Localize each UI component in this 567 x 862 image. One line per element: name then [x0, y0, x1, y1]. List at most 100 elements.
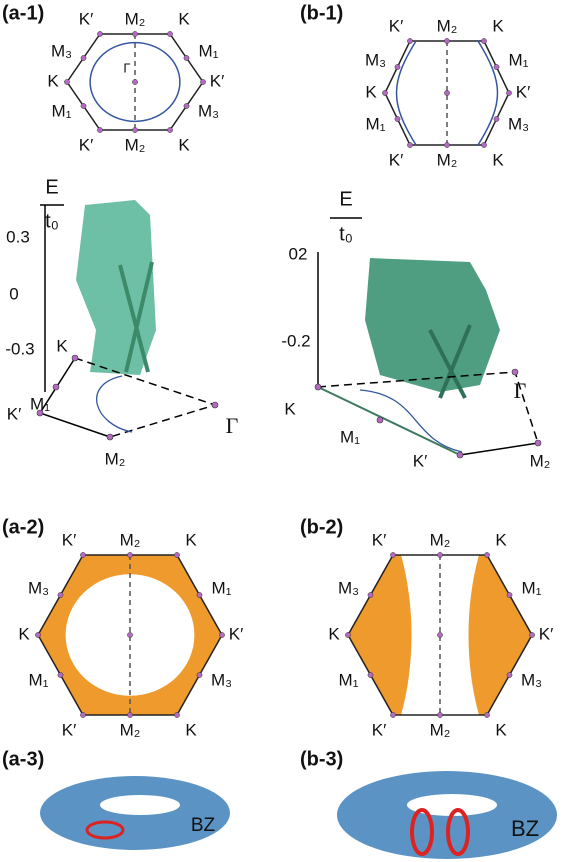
fermi-curve — [360, 390, 462, 452]
point — [437, 552, 442, 557]
bz-point-label: M₁ — [52, 101, 72, 120]
bz-point-label: M₁ — [522, 578, 542, 597]
point — [444, 38, 449, 43]
bz-point-label: M₃ — [28, 578, 49, 597]
point — [53, 384, 59, 390]
bz-point-label: K — [178, 135, 190, 154]
bz-point-label: M₁ — [29, 670, 49, 689]
point — [167, 127, 172, 132]
point — [72, 355, 78, 361]
point — [184, 103, 189, 108]
point — [512, 369, 518, 375]
point — [494, 64, 499, 69]
point — [494, 116, 499, 121]
point — [80, 712, 85, 717]
tick-label: -0.2 — [281, 331, 310, 350]
point — [507, 672, 512, 677]
point — [107, 434, 113, 440]
axis-label: E — [45, 176, 58, 198]
point — [80, 552, 85, 557]
panel-label: (b-2) — [300, 516, 343, 538]
point — [81, 103, 86, 108]
point — [64, 79, 69, 84]
point — [484, 552, 489, 557]
fermi-curve — [97, 376, 132, 432]
panel-label: (a-1) — [2, 2, 44, 24]
axis-label: t₀ — [45, 210, 59, 232]
point-label: K′ — [7, 404, 22, 423]
bz-point-label: K — [185, 720, 197, 739]
bz-point-label: K — [185, 530, 197, 549]
bz-label: BZ — [511, 816, 539, 841]
point — [407, 142, 412, 147]
bz-point-label: M₁ — [339, 670, 359, 689]
torus-a — [40, 776, 230, 850]
bz-point-label: K — [495, 530, 507, 549]
bz-point-label: K′ — [62, 720, 77, 739]
fermi-curve — [478, 41, 498, 145]
point — [437, 632, 442, 637]
point — [81, 55, 86, 60]
point — [167, 31, 172, 36]
bz-point-label: M₃ — [198, 101, 219, 120]
bz-point-label: M₂ — [120, 720, 141, 739]
point — [219, 632, 224, 637]
bz-point-label: M₁ — [366, 114, 386, 133]
point — [132, 127, 137, 132]
point — [174, 552, 179, 557]
point — [390, 552, 395, 557]
point — [35, 632, 40, 637]
band-plot-a — [37, 200, 218, 440]
bz-point-label: M₃ — [521, 670, 542, 689]
tick-label: -0.3 — [5, 339, 34, 358]
axis-label: E — [339, 188, 352, 210]
panel-label: (a-3) — [2, 748, 44, 770]
panel-label: (a-2) — [2, 516, 44, 538]
bz-point-label: K′ — [389, 150, 404, 169]
point — [58, 592, 63, 597]
point — [58, 672, 63, 677]
bz-point-label: K′ — [229, 624, 244, 643]
point — [444, 142, 449, 147]
point — [184, 55, 189, 60]
bz-point-label: K — [178, 9, 190, 28]
point — [390, 712, 395, 717]
bz-point-label: K — [18, 624, 30, 643]
point — [529, 632, 534, 637]
point — [200, 79, 205, 84]
bz-point-label: M₂ — [125, 135, 146, 154]
point — [437, 712, 442, 717]
point-label: K — [284, 399, 296, 418]
bz-point-label: M₃ — [51, 41, 72, 60]
point — [395, 116, 400, 121]
bz-point-label: M₁ — [212, 578, 232, 597]
point — [507, 592, 512, 597]
point-label: K′ — [413, 451, 428, 470]
bz-point-label: K — [495, 720, 507, 739]
point — [395, 64, 400, 69]
point — [377, 417, 383, 423]
bz-point-label: M₂ — [430, 720, 451, 739]
point — [382, 90, 387, 95]
bz-point-label: M₂ — [437, 150, 458, 169]
bz-point-label: K′ — [372, 530, 387, 549]
point — [197, 672, 202, 677]
bz-point-label: K′ — [210, 71, 225, 90]
point — [127, 552, 132, 557]
point — [127, 632, 132, 637]
panel-label: (b-3) — [300, 748, 343, 770]
point-label: Γ — [514, 378, 527, 403]
point — [506, 90, 511, 95]
band-surface — [365, 258, 500, 392]
point — [127, 712, 132, 717]
bz-point-label: M₂ — [120, 530, 141, 549]
point — [444, 90, 449, 95]
point — [197, 592, 202, 597]
point — [212, 402, 218, 408]
bz-point-label: K — [492, 16, 504, 35]
point — [132, 79, 137, 84]
bz-point-label: K — [47, 71, 59, 90]
tick-label: 0.3 — [6, 227, 30, 246]
fermi-curve — [397, 41, 417, 145]
point — [315, 384, 321, 390]
